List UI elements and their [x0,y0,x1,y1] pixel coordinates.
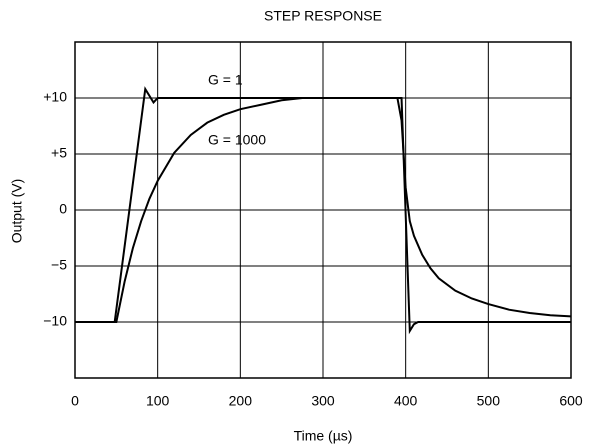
y-tick-label: −5 [51,257,67,273]
x-tick-label: 500 [477,393,501,409]
series-label: G = 1 [208,72,243,88]
x-tick-label: 600 [559,393,583,409]
x-axis-label: Time (µs) [294,428,353,444]
line-series [75,86,571,335]
y-tick-label: +5 [51,145,67,161]
line-series [75,97,572,323]
x-tick-label: 100 [146,393,170,409]
chart-title: STEP RESPONSE [264,8,382,24]
x-tick-label: 200 [229,393,253,409]
y-tick-label: +10 [43,89,67,105]
y-axis-label: Output (V) [9,179,25,244]
x-tick-label: 400 [394,393,418,409]
series-label: G = 1000 [208,132,266,148]
y-tick-label: −10 [43,313,67,329]
x-tick-label: 0 [71,393,79,409]
x-tick-label: 300 [311,393,335,409]
y-tick-label: 0 [59,201,67,217]
